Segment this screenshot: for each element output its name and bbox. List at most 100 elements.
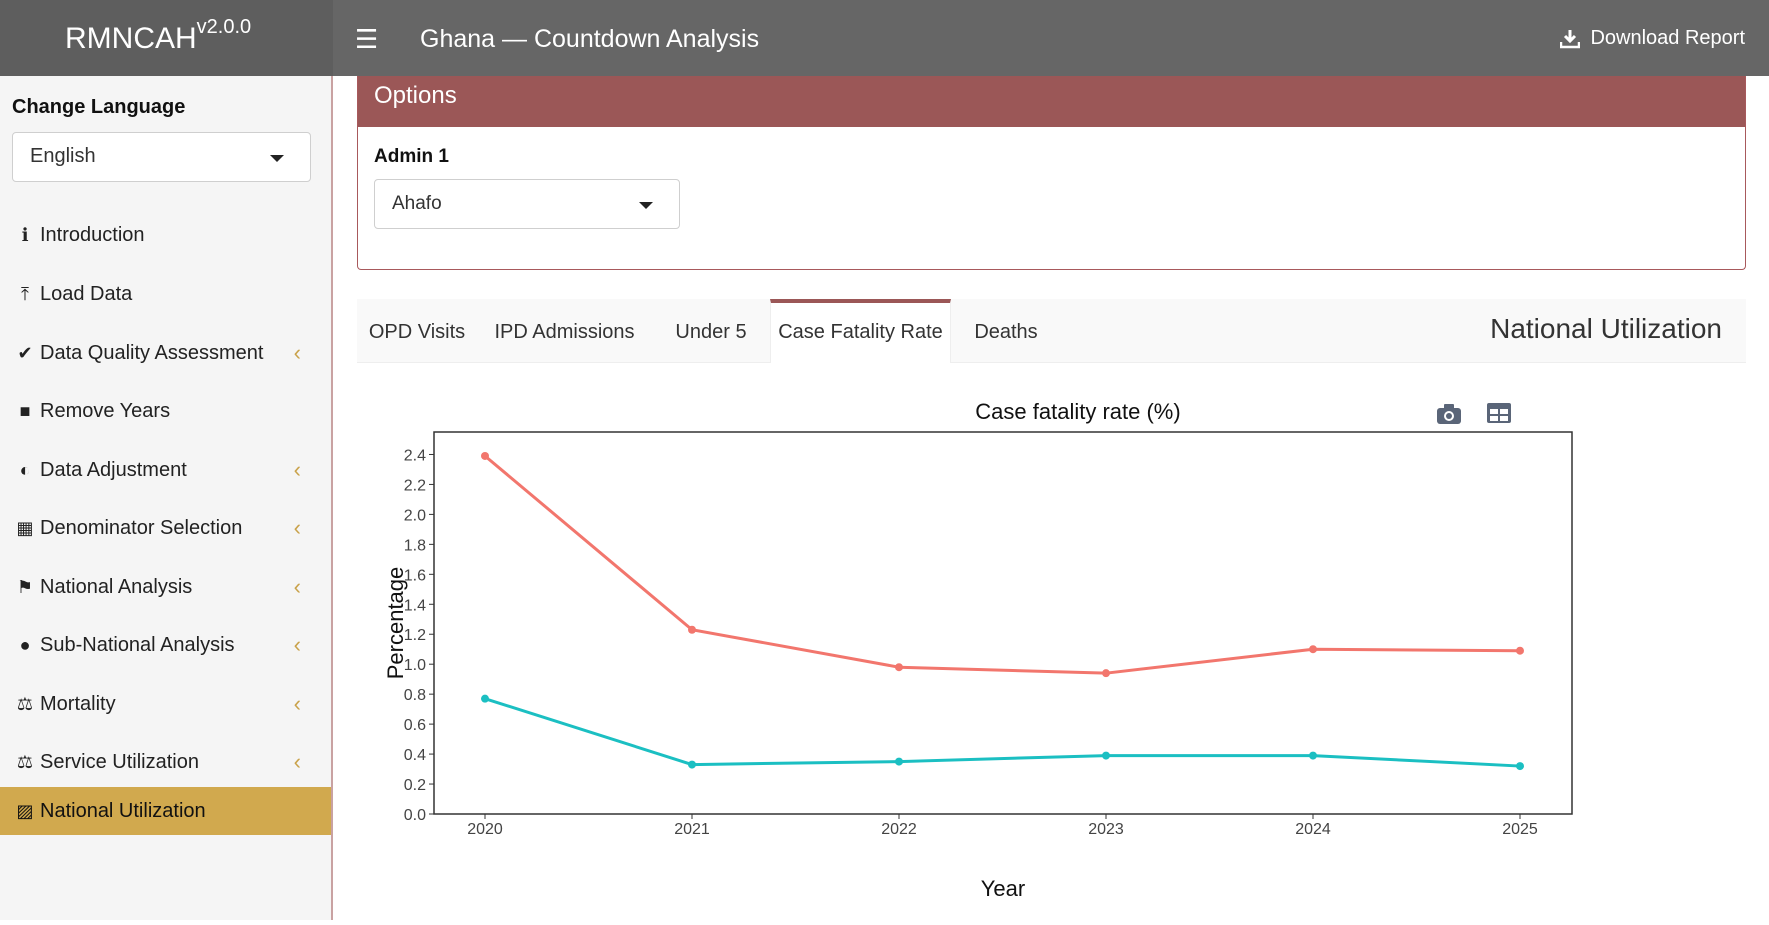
chart-container: Case fatality rate (%) 0.0 0.2 0.4 0.6 0.8 1.… xyxy=(357,390,1746,920)
sidebar-item-data-quality-assessment[interactable]: ✔ Data Quality Assessment ‹ xyxy=(0,328,331,378)
data-point[interactable] xyxy=(1309,751,1317,760)
y-tick-label: 2.4 xyxy=(404,447,426,464)
chart-series xyxy=(481,451,1524,771)
sidebar-item-mortality[interactable]: ⚖ Mortality ‹ xyxy=(0,679,331,729)
sidebar-item-label: Data Adjustment xyxy=(40,458,187,481)
case-fatality-chart: Case fatality rate (%) 0.0 0.2 0.4 0.6 0.8 1.… xyxy=(383,399,1573,901)
data-point[interactable] xyxy=(688,625,696,634)
y-tick-label: 1.0 xyxy=(404,657,426,674)
globe-icon: ● xyxy=(19,634,31,655)
sidebar-item-label: National Utilization xyxy=(40,799,206,822)
sidebar-item-label: Load Data xyxy=(40,282,133,305)
options-header: Options xyxy=(358,76,1745,127)
tab-opd-visits[interactable]: OPD Visits xyxy=(368,321,466,343)
sidebar-item-load-data[interactable]: ⤒ Load Data xyxy=(0,269,331,319)
sidebar-item-label: Denominator Selection xyxy=(40,516,243,539)
chevron-left-icon: ‹ xyxy=(293,340,301,365)
y-tick-label: 1.4 xyxy=(404,597,426,614)
y-tick-label: 1.2 xyxy=(404,627,426,644)
y-tick-label: 0.4 xyxy=(404,747,426,764)
tab-panel: OPD Visits IPD Admissions Under 5 Case F… xyxy=(357,299,1746,920)
page-title: Ghana — Countdown Analysis xyxy=(420,25,760,53)
chevron-down-icon xyxy=(270,155,284,162)
y-axis-label: Percentage xyxy=(383,567,408,680)
sidebar-item-label: Sub-National Analysis xyxy=(40,633,235,656)
sidebar-item-data-adjustment[interactable]: ◐ Data Adjustment ‹ xyxy=(0,445,331,495)
chevron-left-icon: ‹ xyxy=(293,749,301,774)
sidebar-item-service-utilization[interactable]: ⚖ Service Utilization ‹ xyxy=(0,737,331,787)
upload-icon: ⤒ xyxy=(21,283,29,304)
tab-ipd-admissions[interactable]: IPD Admissions xyxy=(494,321,635,343)
sidebar-item-label: Data Quality Assessment xyxy=(40,341,264,364)
chevron-left-icon: ‹ xyxy=(293,515,301,540)
x-tick-label: 2021 xyxy=(674,821,710,838)
calculator-icon: ▦ xyxy=(16,517,34,538)
flag-icon: ⚑ xyxy=(16,576,34,597)
data-point[interactable] xyxy=(1102,751,1110,760)
plot-area-border xyxy=(433,431,1573,815)
x-axis: 2020 2021 2022 2023 2024 2025 xyxy=(467,814,1538,838)
tab-case-fatality-rate[interactable]: Case Fatality Rate xyxy=(770,299,951,363)
sidebar-item-national-analysis[interactable]: ⚑ National Analysis ‹ xyxy=(0,562,331,612)
admin1-select[interactable]: Ahafo xyxy=(374,179,680,229)
y-tick-label: 0.2 xyxy=(404,777,426,794)
section-title: National Utilization xyxy=(1490,313,1722,344)
adjust-icon: ◐ xyxy=(19,459,31,480)
data-point[interactable] xyxy=(1102,669,1110,678)
chart-title: Case fatality rate (%) xyxy=(975,399,1180,424)
data-point[interactable] xyxy=(895,663,903,672)
sidebar-toggle-icon[interactable]: ☰ xyxy=(355,24,379,54)
brand-area: RMNCAHv2.0.0 xyxy=(0,0,333,76)
admin1-label: Admin 1 xyxy=(374,146,449,167)
chevron-left-icon: ‹ xyxy=(293,691,301,716)
y-axis: 0.0 0.2 0.4 0.6 0.8 1.0 1.2 1.4 1.6 1.8 2.0 2.2 2.4 xyxy=(404,447,434,824)
data-point[interactable] xyxy=(1309,645,1317,654)
chevron-left-icon: ‹ xyxy=(293,574,301,599)
map-icon: ▨ xyxy=(16,800,34,821)
admin1-selected-value: Ahafo xyxy=(392,193,442,214)
sidebar: Change Language English ℹ Introduction ⤒ Lo… xyxy=(0,76,333,920)
sidebar-item-national-utilization[interactable]: ▨ National Utilization xyxy=(0,787,331,835)
app-version: v2.0.0 xyxy=(196,16,252,38)
check-circle-icon: ✔ xyxy=(17,342,33,363)
data-point[interactable] xyxy=(481,694,489,703)
table-icon[interactable] xyxy=(1487,403,1511,423)
sidebar-item-sub-national-analysis[interactable]: ● Sub-National Analysis ‹ xyxy=(0,620,331,670)
language-select[interactable]: English xyxy=(12,132,311,182)
tab-under-5[interactable]: Under 5 xyxy=(675,321,747,343)
camera-icon[interactable] xyxy=(1437,404,1461,424)
sidebar-item-label: National Analysis xyxy=(40,575,193,598)
app-logo-text[interactable]: RMNCAHv2.0.0 xyxy=(65,16,251,56)
tab-deaths[interactable]: Deaths xyxy=(974,321,1038,343)
y-tick-label: 2.2 xyxy=(404,477,426,494)
chevron-left-icon: ‹ xyxy=(293,457,301,482)
trash-icon: ■ xyxy=(19,400,31,421)
sidebar-item-denominator-selection[interactable]: ▦ Denominator Selection ‹ xyxy=(0,503,331,553)
x-tick-label: 2020 xyxy=(467,821,503,838)
download-icon xyxy=(1560,29,1581,48)
x-tick-label: 2022 xyxy=(881,821,917,838)
x-axis-label: Year xyxy=(981,876,1025,901)
x-tick-label: 2023 xyxy=(1088,821,1124,838)
top-navbar: RMNCAHv2.0.0 ☰ Ghana — Countdown Analysi… xyxy=(0,0,1769,76)
data-point[interactable] xyxy=(481,451,489,460)
tabs-bar: OPD Visits IPD Admissions Under 5 Case F… xyxy=(357,299,1746,363)
sidebar-item-label: Remove Years xyxy=(40,399,171,422)
x-tick-label: 2025 xyxy=(1502,821,1538,838)
download-report-button[interactable]: Download Report xyxy=(1560,27,1745,50)
data-point[interactable] xyxy=(688,760,696,769)
info-circle-icon: ℹ xyxy=(21,224,29,245)
chevron-left-icon: ‹ xyxy=(293,632,301,657)
sidebar-item-introduction[interactable]: ℹ Introduction xyxy=(0,210,331,260)
data-point[interactable] xyxy=(1516,762,1524,771)
language-label: Change Language xyxy=(12,96,186,118)
x-tick-label: 2024 xyxy=(1295,821,1331,838)
balance-scale-icon: ⚖ xyxy=(16,693,34,714)
app-name: RMNCAH xyxy=(65,22,197,55)
data-point[interactable] xyxy=(895,757,903,766)
sidebar-item-label: Service Utilization xyxy=(40,750,199,773)
balance-scale-icon: ⚖ xyxy=(16,751,34,772)
data-point[interactable] xyxy=(1516,646,1524,655)
sidebar-item-remove-years[interactable]: ■ Remove Years xyxy=(0,386,331,436)
sidebar-item-label: Introduction xyxy=(40,223,145,246)
